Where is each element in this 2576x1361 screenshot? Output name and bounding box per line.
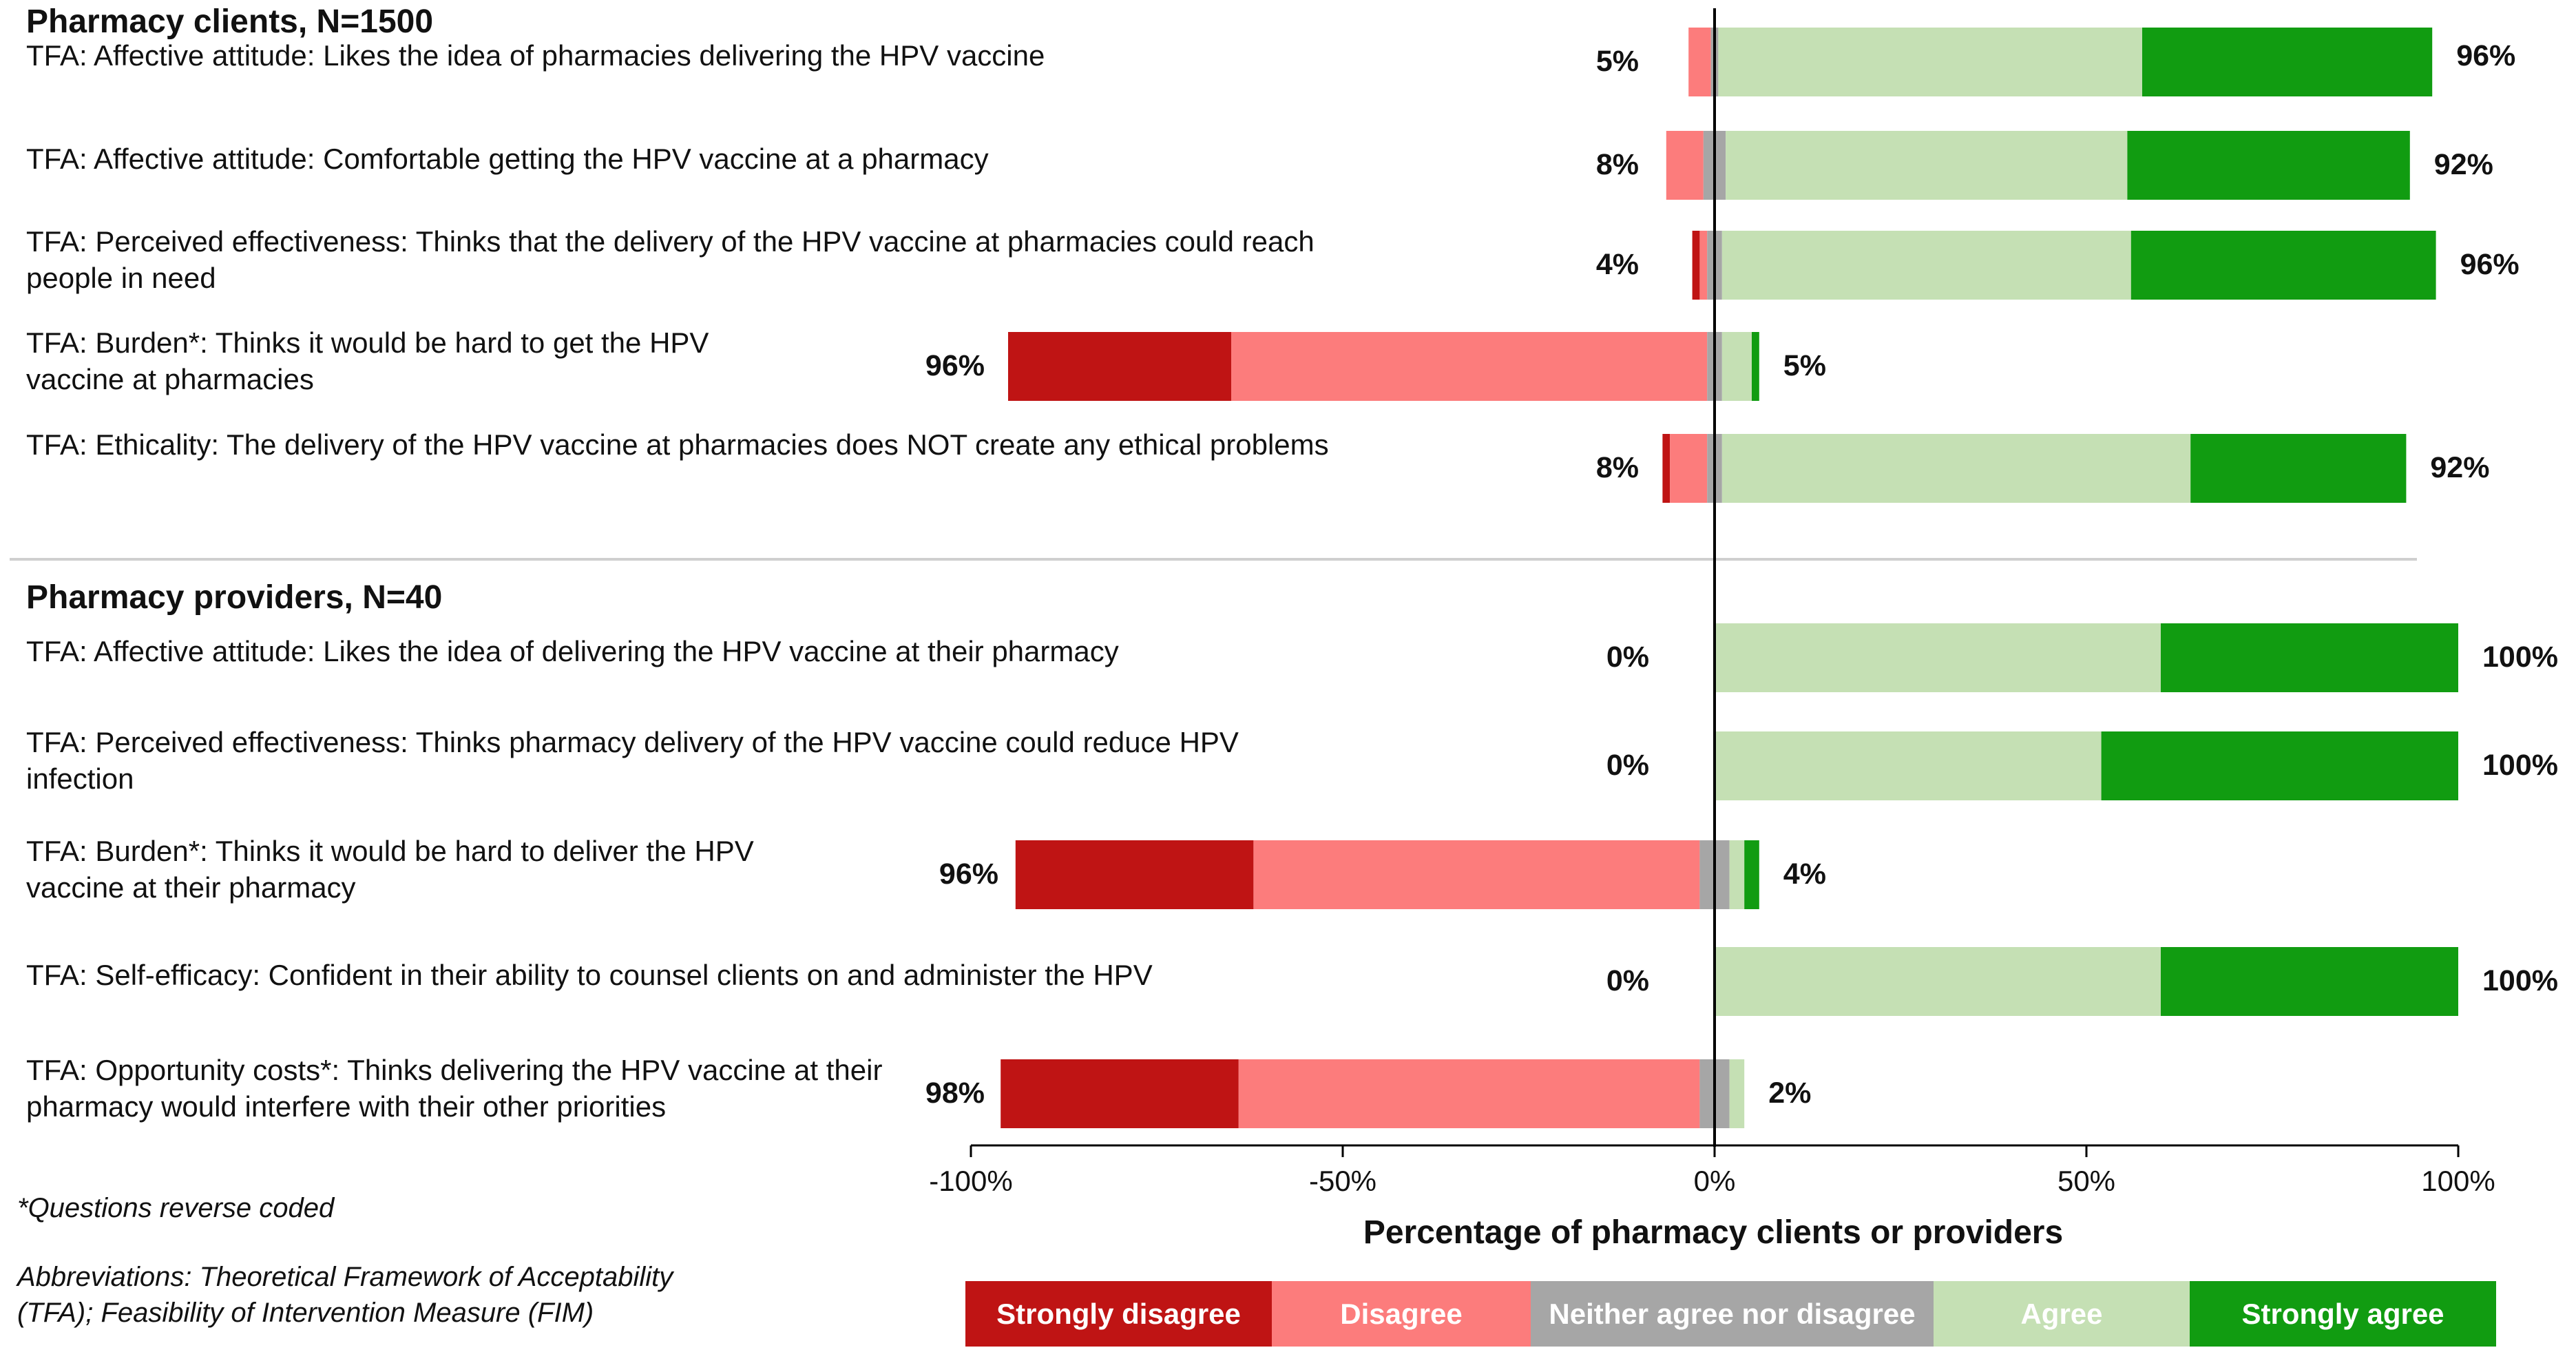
legend-item-strongly-agree: Strongly agree — [2190, 1281, 2496, 1347]
bar-segment-agree — [1729, 840, 1745, 909]
bar-segment-agree — [1715, 731, 2102, 800]
row-label: TFA: Opportunity costs*: Thinks deliveri… — [26, 1054, 883, 1123]
bar-segment-agree — [1721, 434, 2191, 503]
positive-total-label: 92% — [2433, 148, 2493, 181]
positive-total-label: 5% — [1783, 349, 1826, 382]
row-label: TFA: Self-efficacy: Confident in their a… — [26, 958, 1153, 991]
row-label: TFA: Affective attitude: Likes the idea … — [26, 39, 1045, 72]
bar-segment-disagree — [1699, 231, 1708, 300]
bar-segment-strongly-agree — [1744, 840, 1759, 909]
bar-segment-disagree — [1688, 28, 1711, 96]
bar-segment-strongly-disagree — [1001, 1059, 1239, 1128]
positive-total-label: 2% — [1768, 1077, 1812, 1110]
bar-segment-disagree — [1670, 434, 1708, 503]
row-label: TFA: Burden*: Thinks it would be hard to… — [26, 835, 754, 904]
positive-total-label: 100% — [2482, 749, 2558, 782]
group-title: Pharmacy clients, N=1500 — [26, 3, 434, 40]
row-label: TFA: Burden*: Thinks it would be hard to… — [26, 326, 709, 395]
bar-segment-disagree — [1666, 131, 1704, 200]
row-label: TFA: Affective attitude: Likes the idea … — [26, 634, 1119, 667]
x-tick-label: -100% — [929, 1165, 1013, 1197]
negative-total-label: 0% — [1606, 964, 1649, 997]
row-label: TFA: Perceived effectiveness: Thinks tha… — [26, 225, 1315, 294]
bar-segment-strongly-disagree — [1015, 840, 1254, 909]
bar-segment-disagree — [1231, 332, 1708, 401]
bar-segment-strongly-disagree — [1662, 434, 1671, 503]
bar-segment-strongly-disagree — [1692, 231, 1700, 300]
legend-item-strongly-disagree: Strongly disagree — [965, 1281, 1272, 1347]
positive-total-label: 100% — [2482, 964, 2558, 997]
negative-total-label: 4% — [1595, 248, 1639, 281]
abbreviations-note: Abbreviations: Theoretical Framework of … — [17, 1262, 673, 1328]
x-tick-label: -50% — [1308, 1165, 1377, 1197]
bar-segment-strongly-agree — [2161, 947, 2458, 1016]
negative-total-label: 0% — [1606, 641, 1649, 674]
footnote: *Questions reverse coded — [17, 1193, 335, 1223]
bar-segment-agree — [1715, 947, 2161, 1016]
bar-segment-disagree — [1238, 1059, 1700, 1128]
negative-total-label: 98% — [925, 1077, 985, 1110]
row-label: TFA: Affective attitude: Comfortable get… — [26, 142, 989, 175]
group-title: Pharmacy providers, N=40 — [26, 579, 443, 616]
x-tick-label: 0% — [1693, 1165, 1736, 1197]
bar-segment-strongly-agree — [2161, 623, 2458, 692]
bar-segment-agree — [1721, 231, 2131, 300]
row-label: TFA: Ethicality: The delivery of the HPV… — [26, 428, 1329, 461]
positive-total-label: 96% — [2456, 39, 2516, 72]
x-tick-label: 50% — [2057, 1165, 2116, 1197]
negative-total-label: 8% — [1595, 148, 1639, 181]
bar-segment-agree — [1726, 131, 2128, 200]
bar-segment-strongly-agree — [2142, 28, 2433, 96]
x-tick-label: 100% — [2421, 1165, 2495, 1197]
legend-item-neither: Neither agree nor disagree — [1531, 1281, 1934, 1347]
bar-segment-strongly-agree — [2127, 131, 2410, 200]
bar-segment-strongly-agree — [1752, 332, 1759, 401]
bar-segment-agree — [1715, 623, 2161, 692]
negative-total-label: 8% — [1595, 451, 1639, 484]
negative-total-label: 5% — [1595, 45, 1639, 78]
positive-total-label: 4% — [1783, 858, 1826, 891]
bar-segment-strongly-agree — [2101, 731, 2458, 800]
bar-segment-strongly-agree — [2130, 231, 2436, 300]
bar-segment-strongly-agree — [2190, 434, 2407, 503]
x-axis-title: Percentage of pharmacy clients or provid… — [1363, 1214, 2064, 1251]
bar-segment-agree — [1729, 1059, 1745, 1128]
positive-total-label: 96% — [2460, 248, 2520, 281]
legend: Strongly disagree Disagree Neither agree n… — [965, 1281, 2496, 1347]
bar-segment-agree — [1718, 28, 2142, 96]
bar-segment-agree — [1721, 332, 1752, 401]
negative-total-label: 96% — [925, 349, 985, 382]
positive-total-label: 92% — [2430, 451, 2490, 484]
bar-segment-disagree — [1253, 840, 1700, 909]
positive-total-label: 100% — [2482, 641, 2558, 674]
bar-segment-strongly-disagree — [1008, 332, 1231, 401]
legend-item-disagree: Disagree — [1272, 1281, 1531, 1347]
negative-total-label: 0% — [1606, 749, 1649, 782]
negative-total-label: 96% — [939, 858, 998, 891]
row-label: TFA: Perceived effectiveness: Thinks pha… — [26, 726, 1239, 795]
legend-item-agree: Agree — [1934, 1281, 2190, 1347]
